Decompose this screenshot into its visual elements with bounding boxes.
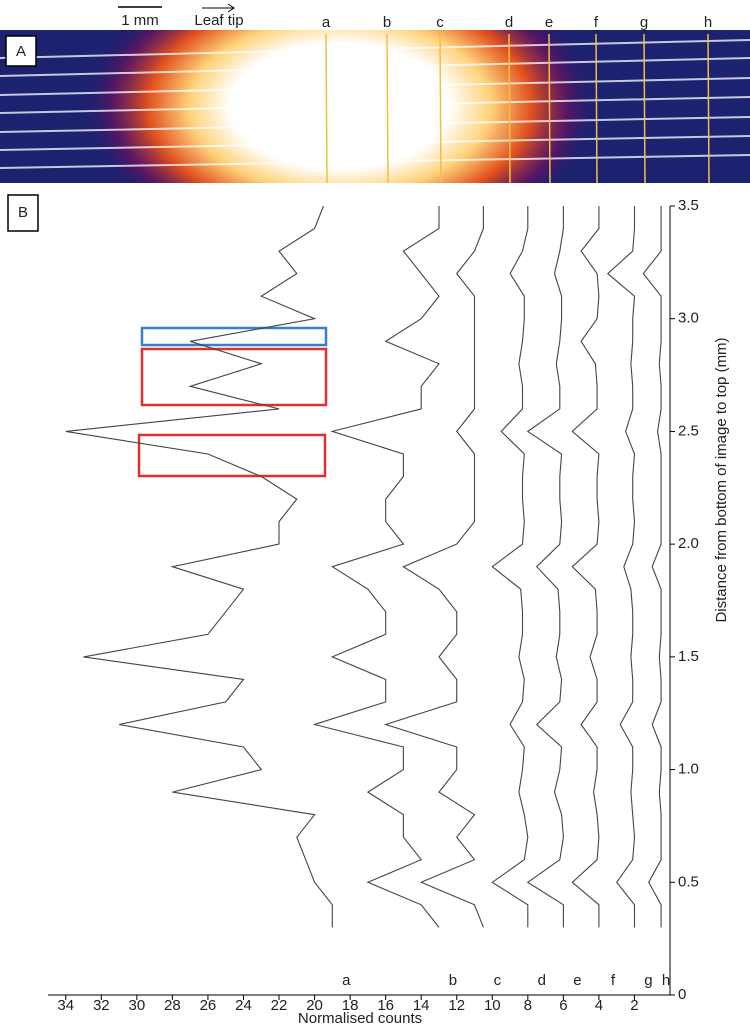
trace-label: h (662, 972, 670, 989)
x-tick-label: 22 (271, 997, 288, 1014)
profile-trace (571, 206, 600, 928)
highlight-box (140, 326, 328, 347)
heatmap-image (0, 30, 750, 183)
trace-label: e (573, 972, 581, 989)
x-tick-label: 8 (524, 997, 532, 1014)
profile-line (595, 33, 598, 184)
y-tick-label: 3.5 (678, 197, 699, 214)
y-tick-label: 0.5 (678, 873, 699, 890)
profile-trace (383, 206, 484, 928)
profile-line-label: f (594, 14, 599, 31)
x-tick-label: 4 (595, 997, 603, 1014)
y-tick-label: 3.0 (678, 310, 699, 327)
profile-line (386, 33, 389, 184)
profile-trace (491, 206, 529, 928)
profile-line-label: h (704, 14, 712, 31)
x-tick-label: 10 (484, 997, 501, 1014)
y-tick-label: 1.5 (678, 648, 699, 665)
x-tick-label: 18 (342, 997, 359, 1014)
profile-line (548, 33, 551, 184)
scale-label: 1 mm (121, 12, 159, 29)
panel-label-box (7, 194, 39, 232)
trace-label: c (494, 972, 502, 989)
highlight-box (140, 347, 328, 407)
profile-trace (642, 206, 662, 928)
profile-line (643, 33, 646, 184)
y-axis-title: Distance from bottom of image to top (mm… (713, 337, 730, 622)
panel-label: B (18, 204, 28, 221)
x-tick-label: 24 (235, 997, 252, 1014)
x-tick-label: 32 (93, 997, 110, 1014)
trace-label: a (342, 972, 351, 989)
profile-line (325, 33, 328, 184)
x-tick-label: 14 (413, 997, 430, 1014)
direction-arrow (202, 3, 235, 13)
x-tick-label: 2 (630, 997, 638, 1014)
y-tick-label: 1.0 (678, 761, 699, 778)
profile-line-label: c (436, 14, 444, 31)
profile-line (707, 33, 710, 184)
x-tick-label: 12 (448, 997, 465, 1014)
direction-label: Leaf tip (194, 12, 243, 29)
profile-trace (65, 205, 333, 928)
panel-label: A (16, 43, 26, 60)
profile-trace (312, 206, 440, 928)
trace-label: g (644, 972, 652, 989)
profile-line-label: a (322, 14, 331, 31)
trace-label: d (538, 972, 546, 989)
profile-line-label: d (505, 14, 513, 31)
profile-line (439, 33, 442, 184)
x-tick-label: 34 (57, 997, 74, 1014)
x-tick-label: 30 (129, 997, 146, 1014)
y-tick-label: 0 (678, 986, 686, 1003)
x-tick-label: 28 (164, 997, 181, 1014)
profile-line-label: b (383, 14, 391, 31)
profile-trace (606, 206, 636, 928)
y-tick-label: 2.0 (678, 535, 699, 552)
y-tick-label: 2.5 (678, 422, 699, 439)
profile-line-label: e (545, 14, 553, 31)
x-tick-label: 16 (377, 997, 394, 1014)
profile-trace (526, 206, 564, 928)
x-axis-title: Normalised counts (298, 1010, 422, 1027)
x-tick-label: 20 (306, 997, 323, 1014)
x-tick-label: 6 (559, 997, 567, 1014)
trace-label: f (611, 972, 616, 989)
profile-line (508, 33, 511, 184)
highlight-box (137, 433, 327, 478)
panel-label-box (5, 35, 37, 67)
trace-label: b (449, 972, 457, 989)
x-tick-label: 26 (200, 997, 217, 1014)
profile-line-label: g (640, 14, 648, 31)
